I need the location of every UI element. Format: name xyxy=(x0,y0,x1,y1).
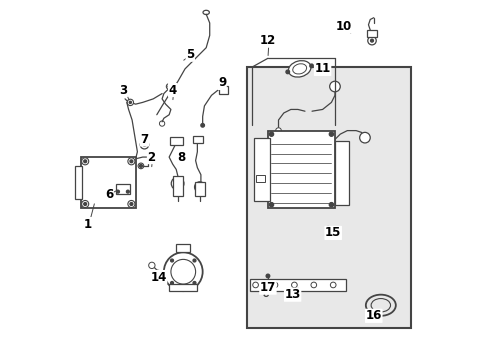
Circle shape xyxy=(311,282,317,288)
Circle shape xyxy=(272,282,278,288)
Circle shape xyxy=(266,274,270,278)
Circle shape xyxy=(330,282,336,288)
Bar xyxy=(116,184,130,194)
Circle shape xyxy=(201,123,204,127)
Circle shape xyxy=(329,132,334,136)
Circle shape xyxy=(195,182,205,192)
Text: 3: 3 xyxy=(119,84,127,96)
Text: 8: 8 xyxy=(177,150,186,163)
Bar xyxy=(254,138,270,201)
Circle shape xyxy=(148,262,155,269)
Text: 7: 7 xyxy=(141,133,148,146)
Circle shape xyxy=(129,101,131,103)
Text: 1: 1 xyxy=(84,217,92,231)
Text: 4: 4 xyxy=(169,84,177,96)
Circle shape xyxy=(329,203,334,207)
Circle shape xyxy=(130,203,133,206)
Circle shape xyxy=(127,99,133,105)
Circle shape xyxy=(130,160,133,163)
Text: 14: 14 xyxy=(150,270,167,284)
Bar xyxy=(193,136,203,143)
Circle shape xyxy=(253,282,258,288)
Circle shape xyxy=(171,282,173,284)
Text: 15: 15 xyxy=(325,226,342,239)
Bar xyxy=(247,67,411,328)
Bar xyxy=(256,175,265,182)
Bar xyxy=(176,243,190,252)
Circle shape xyxy=(368,36,376,45)
Circle shape xyxy=(330,81,340,92)
Circle shape xyxy=(75,191,81,197)
Circle shape xyxy=(276,128,281,134)
Circle shape xyxy=(82,201,89,207)
Bar xyxy=(81,157,136,208)
Circle shape xyxy=(128,158,135,165)
Circle shape xyxy=(172,177,184,190)
Circle shape xyxy=(193,259,196,262)
Circle shape xyxy=(117,183,130,195)
Text: 16: 16 xyxy=(366,309,382,322)
Circle shape xyxy=(140,165,142,167)
Circle shape xyxy=(82,158,89,165)
Circle shape xyxy=(270,203,273,207)
Circle shape xyxy=(140,140,148,149)
Ellipse shape xyxy=(289,60,311,77)
Bar xyxy=(169,284,197,291)
Circle shape xyxy=(84,160,87,163)
Circle shape xyxy=(370,39,373,42)
Circle shape xyxy=(270,132,273,136)
Text: 2: 2 xyxy=(147,150,155,163)
Circle shape xyxy=(166,84,172,89)
Text: 6: 6 xyxy=(105,188,113,201)
Circle shape xyxy=(310,64,314,68)
Circle shape xyxy=(143,143,146,146)
Bar xyxy=(219,86,228,94)
Text: 12: 12 xyxy=(260,34,276,47)
Circle shape xyxy=(138,163,144,169)
Text: 10: 10 xyxy=(336,20,352,33)
Circle shape xyxy=(193,282,196,284)
Circle shape xyxy=(128,201,135,207)
Circle shape xyxy=(84,203,87,206)
Bar xyxy=(367,30,377,37)
Text: 17: 17 xyxy=(260,281,276,294)
Bar xyxy=(172,176,183,196)
Circle shape xyxy=(117,190,120,193)
Text: 11: 11 xyxy=(315,62,331,75)
Circle shape xyxy=(292,282,297,288)
Circle shape xyxy=(164,252,203,291)
Bar xyxy=(195,182,205,196)
Bar xyxy=(250,279,345,291)
Bar xyxy=(74,166,82,199)
Circle shape xyxy=(286,70,290,74)
Circle shape xyxy=(126,190,129,193)
Text: 13: 13 xyxy=(285,288,301,301)
Bar xyxy=(268,131,335,208)
Circle shape xyxy=(75,174,81,179)
Text: 5: 5 xyxy=(186,48,195,61)
Circle shape xyxy=(120,185,127,192)
Circle shape xyxy=(168,85,170,87)
Circle shape xyxy=(360,132,370,143)
Circle shape xyxy=(171,259,173,262)
Text: 9: 9 xyxy=(218,76,226,90)
Bar xyxy=(170,137,183,145)
Bar xyxy=(335,141,349,205)
